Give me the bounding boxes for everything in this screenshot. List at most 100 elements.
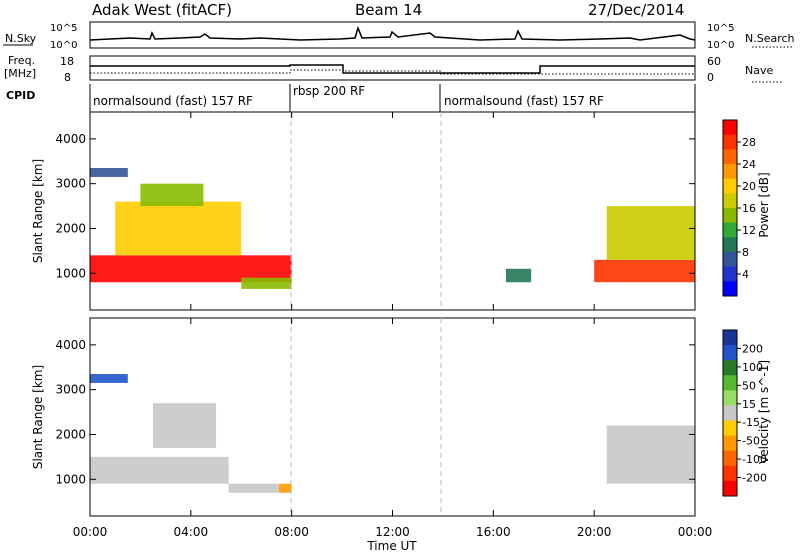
- velocity-y-label: Slant Range [km]: [31, 365, 45, 469]
- velocity-colorbar-tick-label-4: -15: [742, 416, 760, 429]
- velocity-colorbar-tick-label-6: -100: [742, 453, 767, 466]
- nave-tick-low: 0: [707, 71, 714, 84]
- velocity-ytick-label-2: 2000: [55, 427, 86, 441]
- velocity-colorbar-swatch-6: [723, 420, 737, 437]
- velocity-x-ticks: [89, 318, 696, 516]
- power-colorbar-tick-label-5: 8: [742, 246, 749, 259]
- x-tick-label-3: 12:00: [375, 525, 410, 539]
- power-y-label: Slant Range [km]: [31, 159, 45, 263]
- velocity-block-2: [228, 483, 280, 493]
- velocity-heatmap-panel: 4000 3000 2000 1000 Slant Range [km]: [31, 317, 696, 517]
- velocity-colorbar-tick-label-7: -200: [742, 472, 767, 485]
- velocity-colorbar-swatch-10: [723, 480, 737, 497]
- nave-tick-high: 60: [707, 55, 721, 68]
- cpid-label: CPID: [6, 89, 35, 102]
- velocity-colorbar-tick-label-3: 15: [742, 398, 756, 411]
- power-colorbar-swatch-11: [723, 281, 737, 297]
- power-colorbar-swatch-3: [723, 164, 737, 180]
- power-x-ticks: [89, 112, 696, 310]
- velocity-colorbar-swatch-3: [723, 375, 737, 391]
- power-colorbar-swatch-10: [723, 266, 737, 282]
- cpid-panel: CPID normalsound (fast) 157 RF rbsp 200 …: [6, 84, 696, 112]
- power-ytick-label-1: 3000: [55, 177, 86, 191]
- velocity-colorbar-swatch-0: [723, 330, 737, 346]
- power-colorbar-swatch-7: [723, 222, 737, 238]
- power-block-2: [140, 183, 204, 207]
- velocity-block-0: [90, 456, 229, 484]
- velocity-block-1: [153, 403, 217, 448]
- power-ytick-label-2: 2000: [55, 221, 86, 235]
- velocity-y-ticks: 4000 3000 2000 1000: [55, 338, 695, 486]
- velocity-colorbar-swatch-2: [723, 360, 737, 376]
- power-cells: [90, 167, 695, 289]
- velocity-colorbar-label: Velocity [m s^-1]: [757, 360, 771, 464]
- velocity-colorbar-tick-label-2: 50: [742, 379, 756, 392]
- velocity-ytick-label-3: 1000: [55, 472, 86, 486]
- power-colorbar-swatch-8: [723, 237, 737, 253]
- power-colorbar-swatch-0: [723, 120, 737, 136]
- power-colorbar-tick-label-3: 16: [742, 202, 756, 215]
- power-y-ticks: 4000 3000 2000 1000: [55, 132, 695, 280]
- velocity-block-4: [606, 425, 695, 484]
- beam-title: Beam 14: [355, 1, 422, 19]
- power-colorbar: 28 24 20 16 12 8 4: [722, 119, 756, 297]
- power-colorbar-label: Power [dB]: [757, 172, 771, 237]
- date-title: 27/Dec/2014: [588, 1, 684, 19]
- x-tick-label-5: 20:00: [577, 525, 612, 539]
- nsearch-label: N.Search: [745, 32, 795, 45]
- velocity-colorbar-tick-label-0: 200: [742, 342, 763, 355]
- nsky-tick-low: 10^0: [50, 40, 77, 51]
- power-colorbar-swatch-2: [723, 149, 737, 165]
- nsky-tick-high: 10^5: [50, 23, 77, 34]
- nsearch-tick-high: 10^5: [707, 23, 734, 34]
- power-ytick-label-3: 1000: [55, 266, 86, 280]
- power-colorbar-tick-label-2: 20: [742, 180, 756, 193]
- power-block-6: [505, 268, 532, 283]
- x-tick-label-2: 08:00: [274, 525, 309, 539]
- velocity-ytick-label-1: 3000: [55, 383, 86, 397]
- cpid-segment-3: normalsound (fast) 157 RF: [444, 94, 604, 108]
- velocity-cells: [90, 373, 695, 493]
- power-block-3: [241, 277, 292, 289]
- freq-trace: [90, 64, 695, 74]
- velocity-block-3: [279, 483, 292, 493]
- x-tick-label-4: 16:00: [476, 525, 511, 539]
- velocity-colorbar-tick-label-5: -50: [742, 435, 760, 448]
- velocity-colorbar-swatch-5: [723, 405, 737, 422]
- power-colorbar-tick-label-6: 4: [742, 268, 749, 281]
- velocity-block-5: [90, 373, 128, 383]
- nsky-trace: [89, 25, 696, 41]
- velocity-colorbar-swatch-1: [723, 345, 737, 361]
- cpid-segment-2: rbsp 200 RF: [293, 84, 365, 98]
- velocity-colorbar: 200 100 50 15 -15 -50 -100 -200: [722, 329, 767, 497]
- freq-tick-high: 18: [60, 55, 74, 68]
- nsky-panel: N.Sky 10^5 10^0 10^5 10^0 N.Search: [3, 21, 795, 51]
- freq-tick-low: 8: [64, 71, 71, 84]
- nsearch-tick-low: 10^0: [707, 40, 734, 51]
- nave-label: Nave: [745, 64, 773, 77]
- power-colorbar-swatch-6: [723, 208, 737, 224]
- velocity-colorbar-swatch-7: [723, 435, 737, 452]
- x-tick-label-0: 00:00: [73, 525, 108, 539]
- power-colorbar-swatch-5: [723, 193, 737, 209]
- nsky-label: N.Sky: [5, 32, 37, 45]
- velocity-colorbar-frame: [722, 329, 738, 497]
- freq-panel: Freq. [MHz] 18 8 60 0 Nave: [4, 54, 782, 84]
- power-heatmap-panel: 4000 3000 2000 1000 Slant Range [km]: [31, 111, 696, 311]
- velocity-ytick-label-0: 4000: [55, 338, 86, 352]
- power-colorbar-swatch-9: [723, 252, 737, 268]
- power-block-7: [90, 167, 128, 177]
- power-colorbar-swatch-1: [723, 134, 737, 150]
- power-block-5: [606, 206, 695, 260]
- power-colorbar-tick-label-0: 28: [742, 136, 756, 149]
- cpid-segment-1: normalsound (fast) 157 RF: [93, 94, 253, 108]
- x-axis-labels: 00:00 04:00 08:00 12:00 16:00 20:00 00:00: [73, 525, 713, 539]
- nave-trace: [90, 69, 695, 75]
- power-colorbar-tick-label-4: 12: [742, 224, 756, 237]
- power-ytick-label-0: 4000: [55, 132, 86, 146]
- velocity-colorbar-swatch-4: [723, 390, 737, 406]
- velocity-colorbar-swatch-8: [723, 450, 737, 467]
- power-colorbar-tick-label-1: 24: [742, 158, 756, 171]
- power-colorbar-swatch-4: [723, 178, 737, 194]
